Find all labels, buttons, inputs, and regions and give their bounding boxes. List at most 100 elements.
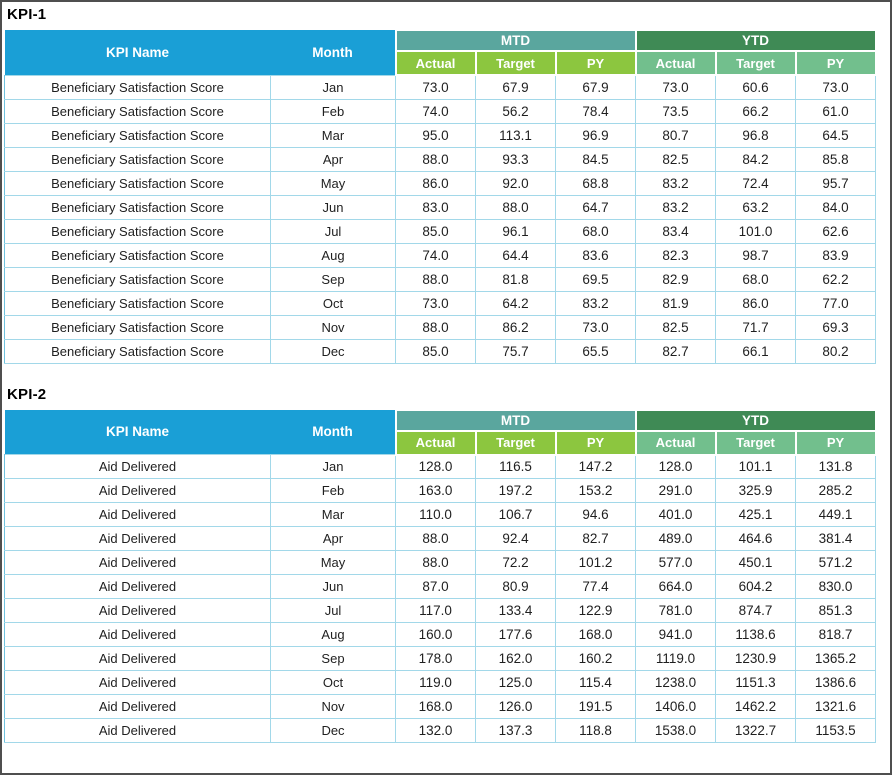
mtd-py-cell: 101.2	[555, 550, 636, 575]
mtd-py-cell: 69.5	[555, 266, 636, 292]
ytd-target-cell: 71.7	[715, 314, 796, 340]
mtd-target-cell: 80.9	[475, 574, 556, 599]
ytd-actual-cell: 401.0	[635, 502, 716, 527]
mtd-actual-cell: 88.0	[395, 314, 476, 340]
mtd-target-cell: 177.6	[475, 622, 556, 647]
month-cell: Feb	[270, 478, 396, 503]
kpi-1-table: KPI Name Month MTD YTD Actual Target PY …	[4, 29, 877, 364]
month-cell: Dec	[270, 338, 396, 364]
month-cell: Jan	[270, 74, 396, 100]
mtd-target-cell: 126.0	[475, 694, 556, 719]
table-row: Beneficiary Satisfaction Score Dec 85.0 75.…	[4, 338, 876, 364]
ytd-py-cell: 85.8	[795, 146, 876, 172]
mtd-py-cell: 147.2	[555, 454, 636, 479]
month-cell: Apr	[270, 526, 396, 551]
month-column-header: Month	[270, 409, 396, 455]
mtd-actual-cell: 132.0	[395, 718, 476, 743]
month-cell: Jun	[270, 574, 396, 599]
mtd-group-header: MTD	[394, 408, 637, 432]
ytd-py-cell: 62.6	[795, 218, 876, 244]
month-cell: Jan	[270, 454, 396, 479]
ytd-target-cell: 450.1	[715, 550, 796, 575]
ytd-py-cell: 851.3	[795, 598, 876, 623]
mtd-py-cell: 64.7	[555, 194, 636, 220]
month-cell: Oct	[270, 670, 396, 695]
mtd-target-cell: 92.4	[475, 526, 556, 551]
mtd-py-cell: 160.2	[555, 646, 636, 671]
kpi-name-cell: Beneficiary Satisfaction Score	[4, 74, 271, 100]
ytd-actual-cell: 781.0	[635, 598, 716, 623]
mtd-actual-cell: 88.0	[395, 526, 476, 551]
kpi-name-cell: Beneficiary Satisfaction Score	[4, 122, 271, 148]
kpi-name-cell: Aid Delivered	[4, 646, 271, 671]
kpi-name-cell: Beneficiary Satisfaction Score	[4, 242, 271, 268]
kpi-name-cell: Beneficiary Satisfaction Score	[4, 266, 271, 292]
mtd-target-cell: 116.5	[475, 454, 556, 479]
table-row: Beneficiary Satisfaction Score Feb 74.0 56.…	[4, 98, 876, 124]
mtd-target-cell: 64.4	[475, 242, 556, 268]
ytd-target-cell: 66.1	[715, 338, 796, 364]
mtd-actual-cell: 119.0	[395, 670, 476, 695]
mtd-actual-cell: 88.0	[395, 550, 476, 575]
ytd-target-cell: 1151.3	[715, 670, 796, 695]
table-row: Aid Delivered Sep 178.0 162.0 160.2 1119.0 123…	[4, 646, 876, 671]
ytd-target-cell: 1462.2	[715, 694, 796, 719]
ytd-target-cell: 101.1	[715, 454, 796, 479]
kpi-name-cell: Aid Delivered	[4, 454, 271, 479]
ytd-target-cell: 464.6	[715, 526, 796, 551]
ytd-target-column-header: Target	[714, 50, 797, 76]
table-row: Beneficiary Satisfaction Score May 86.0 92.…	[4, 170, 876, 196]
mtd-actual-cell: 95.0	[395, 122, 476, 148]
table-row: Beneficiary Satisfaction Score Nov 88.0 86.…	[4, 314, 876, 340]
sub-header-row: Actual Target PY Actual Target PY	[5, 429, 877, 456]
mtd-py-cell: 68.0	[555, 218, 636, 244]
table-row: Beneficiary Satisfaction Score Mar 95.0 113…	[4, 122, 876, 148]
table-row: Aid Delivered Feb 163.0 197.2 153.2 291.0 325.…	[4, 478, 876, 503]
mtd-py-cell: 65.5	[555, 338, 636, 364]
mtd-actual-cell: 86.0	[395, 170, 476, 196]
ytd-group-header: YTD	[634, 408, 877, 432]
kpi-1-section: KPI-1 KPI Name Month MTD YTD Actual Targ…	[4, 5, 890, 364]
kpi-name-cell: Beneficiary Satisfaction Score	[4, 194, 271, 220]
mtd-target-cell: 86.2	[475, 314, 556, 340]
ytd-target-cell: 604.2	[715, 574, 796, 599]
mtd-target-column-header: Target	[474, 50, 557, 76]
kpi-name-cell: Beneficiary Satisfaction Score	[4, 98, 271, 124]
kpi-2-table-body: Aid Delivered Jan 128.0 116.5 147.2 128.0 101.…	[4, 454, 876, 743]
month-cell: Nov	[270, 314, 396, 340]
ytd-actual-cell: 73.5	[635, 98, 716, 124]
table-row: Aid Delivered May 88.0 72.2 101.2 577.0 450.1 5…	[4, 550, 876, 575]
ytd-py-cell: 1365.2	[795, 646, 876, 671]
mtd-target-cell: 88.0	[475, 194, 556, 220]
month-column-header: Month	[270, 30, 396, 75]
ytd-target-cell: 1322.7	[715, 718, 796, 743]
month-cell: Mar	[270, 122, 396, 148]
mtd-py-cell: 118.8	[555, 718, 636, 743]
ytd-py-cell: 571.2	[795, 550, 876, 575]
mtd-actual-cell: 73.0	[395, 74, 476, 100]
table-row: Aid Delivered Nov 168.0 126.0 191.5 1406.0 146…	[4, 694, 876, 719]
ytd-actual-column-header: Actual	[634, 50, 717, 76]
ytd-actual-cell: 941.0	[635, 622, 716, 647]
kpi-name-cell: Aid Delivered	[4, 526, 271, 551]
mtd-py-cell: 153.2	[555, 478, 636, 503]
mtd-py-cell: 73.0	[555, 314, 636, 340]
month-cell: Aug	[270, 622, 396, 647]
mtd-py-cell: 168.0	[555, 622, 636, 647]
ytd-target-cell: 425.1	[715, 502, 796, 527]
mtd-target-cell: 125.0	[475, 670, 556, 695]
table-row: Aid Delivered Oct 119.0 125.0 115.4 1238.0 115…	[4, 670, 876, 695]
mtd-target-cell: 81.8	[475, 266, 556, 292]
ytd-py-column-header: PY	[794, 429, 877, 456]
ytd-target-cell: 84.2	[715, 146, 796, 172]
ytd-actual-cell: 1119.0	[635, 646, 716, 671]
mtd-target-cell: 67.9	[475, 74, 556, 100]
ytd-target-cell: 96.8	[715, 122, 796, 148]
mtd-target-cell: 96.1	[475, 218, 556, 244]
mtd-actual-cell: 128.0	[395, 454, 476, 479]
kpi-name-cell: Aid Delivered	[4, 574, 271, 599]
table-row: Beneficiary Satisfaction Score Jan 73.0 67.…	[4, 74, 876, 100]
mtd-actual-cell: 178.0	[395, 646, 476, 671]
kpi-name-cell: Aid Delivered	[4, 478, 271, 503]
ytd-actual-cell: 291.0	[635, 478, 716, 503]
